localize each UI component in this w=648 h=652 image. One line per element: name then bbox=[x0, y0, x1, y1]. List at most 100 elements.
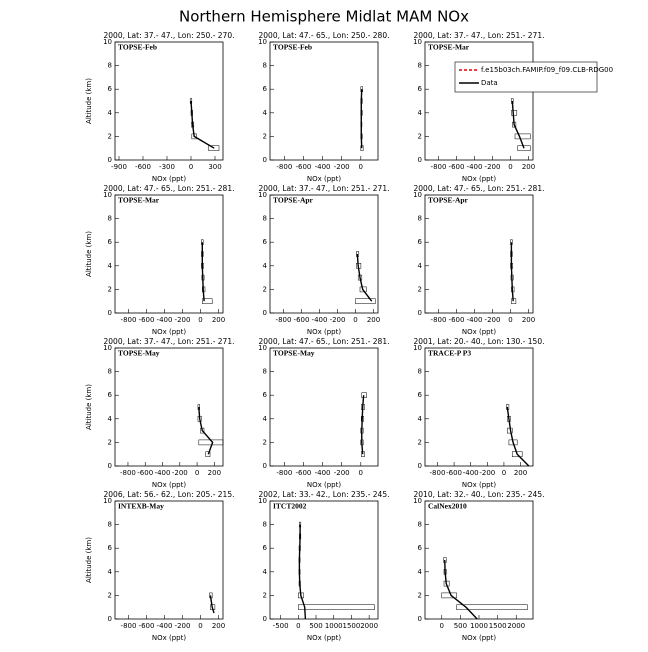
y-tick-label: 10 bbox=[413, 191, 422, 199]
y-tick-label: 0 bbox=[418, 309, 422, 317]
y-tick-label: 2 bbox=[418, 438, 422, 446]
x-tick-label: 200 bbox=[522, 316, 535, 324]
x-tick-label: -200 bbox=[175, 316, 191, 324]
x-tick-label: 0 bbox=[353, 316, 357, 324]
spread-box bbox=[511, 110, 516, 115]
plot-frame bbox=[425, 42, 533, 160]
chart-title: Northern Hemisphere Midlat MAM NOx bbox=[179, 8, 469, 26]
y-tick-label: 6 bbox=[108, 238, 113, 246]
x-tick-label: 300 bbox=[208, 163, 221, 171]
panel-header: 2006, Lat: 56.- 62., Lon: 205.- 215. bbox=[104, 490, 235, 499]
y-tick-label: 2 bbox=[108, 285, 112, 293]
panel-header: 2000, Lat: 37.- 47., Lon: 250.- 270. bbox=[104, 31, 235, 40]
data-line bbox=[191, 101, 214, 148]
x-axis-label: NOx (ppt) bbox=[462, 328, 496, 336]
plot-frame bbox=[115, 348, 223, 466]
y-tick-label: 8 bbox=[108, 62, 112, 70]
y-tick-label: 2 bbox=[108, 591, 112, 599]
y-tick-label: 10 bbox=[413, 344, 422, 352]
x-tick-label: -600 bbox=[446, 469, 462, 477]
x-tick-label: -800 bbox=[430, 469, 446, 477]
x-axis-label: NOx (ppt) bbox=[152, 481, 186, 489]
x-tick-label: 2000 bbox=[360, 622, 378, 630]
y-tick-label: 8 bbox=[263, 215, 267, 223]
y-tick-label: 0 bbox=[418, 156, 422, 164]
x-tick-label: -600 bbox=[294, 316, 310, 324]
x-tick-label: -800 bbox=[276, 316, 292, 324]
x-tick-label: 1000 bbox=[470, 622, 488, 630]
y-tick-label: 6 bbox=[108, 544, 113, 552]
x-tick-label: 200 bbox=[514, 469, 527, 477]
x-tick-label: -400 bbox=[155, 469, 171, 477]
panel-header: 2000, Lat: 37.- 47., Lon: 251.- 271. bbox=[414, 31, 545, 40]
y-tick-label: 4 bbox=[418, 262, 423, 270]
data-line bbox=[445, 560, 477, 619]
y-tick-label: 10 bbox=[258, 497, 267, 505]
panel-label: TOPSE-Feb bbox=[273, 43, 312, 52]
plot-frame bbox=[270, 501, 378, 619]
x-tick-label: -800 bbox=[431, 163, 447, 171]
plot-frame bbox=[270, 195, 378, 313]
y-tick-label: 4 bbox=[418, 568, 423, 576]
x-axis-label: NOx (ppt) bbox=[152, 634, 186, 642]
x-tick-label: 0 bbox=[296, 622, 300, 630]
spread-box bbox=[442, 593, 457, 598]
y-tick-label: 2 bbox=[263, 438, 267, 446]
x-tick-label: 0 bbox=[440, 622, 444, 630]
y-tick-label: 8 bbox=[418, 62, 422, 70]
y-tick-label: 2 bbox=[418, 132, 422, 140]
panel-label: ITCT2002 bbox=[273, 502, 307, 511]
y-tick-label: 4 bbox=[263, 415, 268, 423]
y-tick-label: 8 bbox=[263, 368, 267, 376]
y-tick-label: 0 bbox=[108, 462, 112, 470]
x-tick-label: 500 bbox=[454, 622, 467, 630]
x-tick-label: 200 bbox=[212, 622, 225, 630]
panel-header: 2010, Lat: 32.- 40., Lon: 235.- 245. bbox=[414, 490, 545, 499]
x-tick-label: -800 bbox=[276, 469, 292, 477]
x-tick-label: 200 bbox=[367, 316, 380, 324]
y-tick-label: 4 bbox=[418, 109, 423, 117]
y-tick-label: 10 bbox=[258, 38, 267, 46]
y-tick-label: 0 bbox=[418, 615, 422, 623]
y-axis-label: Altitude (km) bbox=[85, 231, 93, 277]
x-axis-label: NOx (ppt) bbox=[307, 481, 341, 489]
x-tick-label: -600 bbox=[449, 163, 465, 171]
y-tick-label: 6 bbox=[418, 544, 423, 552]
x-tick-label: 0 bbox=[508, 316, 512, 324]
x-axis-label: NOx (ppt) bbox=[152, 175, 186, 183]
x-tick-label: -800 bbox=[431, 316, 447, 324]
x-axis-label: NOx (ppt) bbox=[152, 328, 186, 336]
panel-header: 2001, Lat: 20.- 40., Lon: 130.- 150. bbox=[414, 337, 545, 346]
x-tick-label: -600 bbox=[137, 469, 153, 477]
y-tick-label: 8 bbox=[418, 215, 422, 223]
y-tick-label: 0 bbox=[108, 309, 112, 317]
y-tick-label: 2 bbox=[263, 132, 267, 140]
y-tick-label: 10 bbox=[258, 191, 267, 199]
y-tick-label: 4 bbox=[108, 568, 113, 576]
x-tick-label: -800 bbox=[276, 163, 292, 171]
y-tick-label: 2 bbox=[108, 438, 112, 446]
spread-box bbox=[356, 299, 376, 304]
x-tick-label: 200 bbox=[208, 469, 221, 477]
panel-label: TOPSE-May bbox=[118, 349, 160, 358]
y-tick-label: 6 bbox=[418, 85, 423, 93]
x-tick-label: -200 bbox=[334, 163, 350, 171]
panel-header: 2000, Lat: 47.- 65., Lon: 250.- 280. bbox=[259, 31, 390, 40]
y-tick-label: 6 bbox=[263, 85, 268, 93]
spread-box bbox=[515, 134, 530, 139]
x-tick-label: -800 bbox=[121, 622, 137, 630]
x-tick-label: 200 bbox=[522, 163, 535, 171]
panel-label: TOPSE-May bbox=[273, 349, 315, 358]
x-tick-label: -800 bbox=[120, 469, 136, 477]
y-tick-label: 8 bbox=[108, 215, 112, 223]
data-line bbox=[511, 242, 513, 301]
x-tick-label: -200 bbox=[485, 316, 501, 324]
x-tick-label: -200 bbox=[485, 163, 501, 171]
x-axis-label: NOx (ppt) bbox=[462, 175, 496, 183]
data-line bbox=[512, 101, 524, 148]
panel-header: 2000, Lat: 47.- 65., Lon: 251.- 281. bbox=[104, 184, 235, 193]
y-tick-label: 4 bbox=[418, 415, 423, 423]
y-axis-label: Altitude (km) bbox=[85, 537, 93, 583]
x-tick-label: 0 bbox=[359, 469, 363, 477]
y-tick-label: 8 bbox=[263, 521, 267, 529]
